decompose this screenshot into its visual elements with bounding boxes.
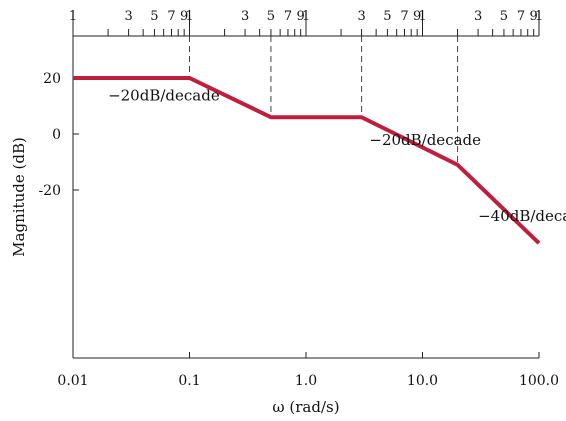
top-log-scale: 1 3 5 7 91 3 5 7 91 3 5 7 91 3 5 7 91: [69, 9, 543, 36]
top-scale-label: 7: [517, 9, 525, 24]
top-scale-label: 3: [474, 9, 482, 24]
y-axis-title: Magnitude (dB): [10, 137, 28, 257]
x-axis-title: ω (rad/s): [272, 398, 339, 416]
x-tick-label: 100.0: [519, 373, 559, 389]
top-scale-label: 1: [302, 9, 310, 24]
top-scale-label: 9: [530, 9, 538, 24]
top-scale-label: 9: [297, 9, 305, 24]
top-scale-label: 7: [284, 9, 292, 24]
y-tick-label: -20: [38, 183, 61, 199]
x-tick-label: 0.1: [178, 373, 200, 389]
slope-annotation: −20dB/decade: [369, 131, 481, 149]
top-scale-label: 3: [124, 9, 132, 24]
annotations: −20dB/decade −20dB/decade −40dB/decade: [108, 86, 566, 224]
top-scale-label: 1: [418, 9, 426, 24]
slope-annotation: −20dB/decade: [108, 86, 220, 104]
slope-annotation: −40dB/decade: [478, 207, 566, 225]
top-scale-label: 3: [357, 9, 365, 24]
top-scale-label: 5: [267, 9, 275, 24]
breakpoint-guides: [189, 36, 459, 165]
top-scale-label: 5: [383, 9, 391, 24]
top-scale-label: 3: [241, 9, 249, 24]
top-scale-label: 9: [413, 9, 421, 24]
series-group: [73, 76, 541, 245]
top-scale-label: 5: [500, 9, 508, 24]
y-tick-label: 20: [43, 71, 61, 87]
top-scale-label: 9: [180, 9, 188, 24]
y-tick-label: 0: [52, 127, 61, 143]
top-scale-label: 1: [535, 9, 543, 24]
axes: 0.01 0.1 1.0 10.0 100.0 20 0 -20 ω (rad/s) Magnit…: [10, 35, 559, 416]
top-scale-label: 5: [150, 9, 158, 24]
top-scale-label: 7: [400, 9, 408, 24]
top-scale-label: 1: [69, 9, 77, 24]
magnitude-series-line: [73, 76, 541, 245]
x-tick-label: 1.0: [295, 373, 317, 389]
top-scale-label: 7: [167, 9, 175, 24]
x-tick-label: 10.0: [407, 373, 438, 389]
x-tick-label: 0.01: [57, 373, 88, 389]
top-scale-label: 1: [185, 9, 193, 24]
